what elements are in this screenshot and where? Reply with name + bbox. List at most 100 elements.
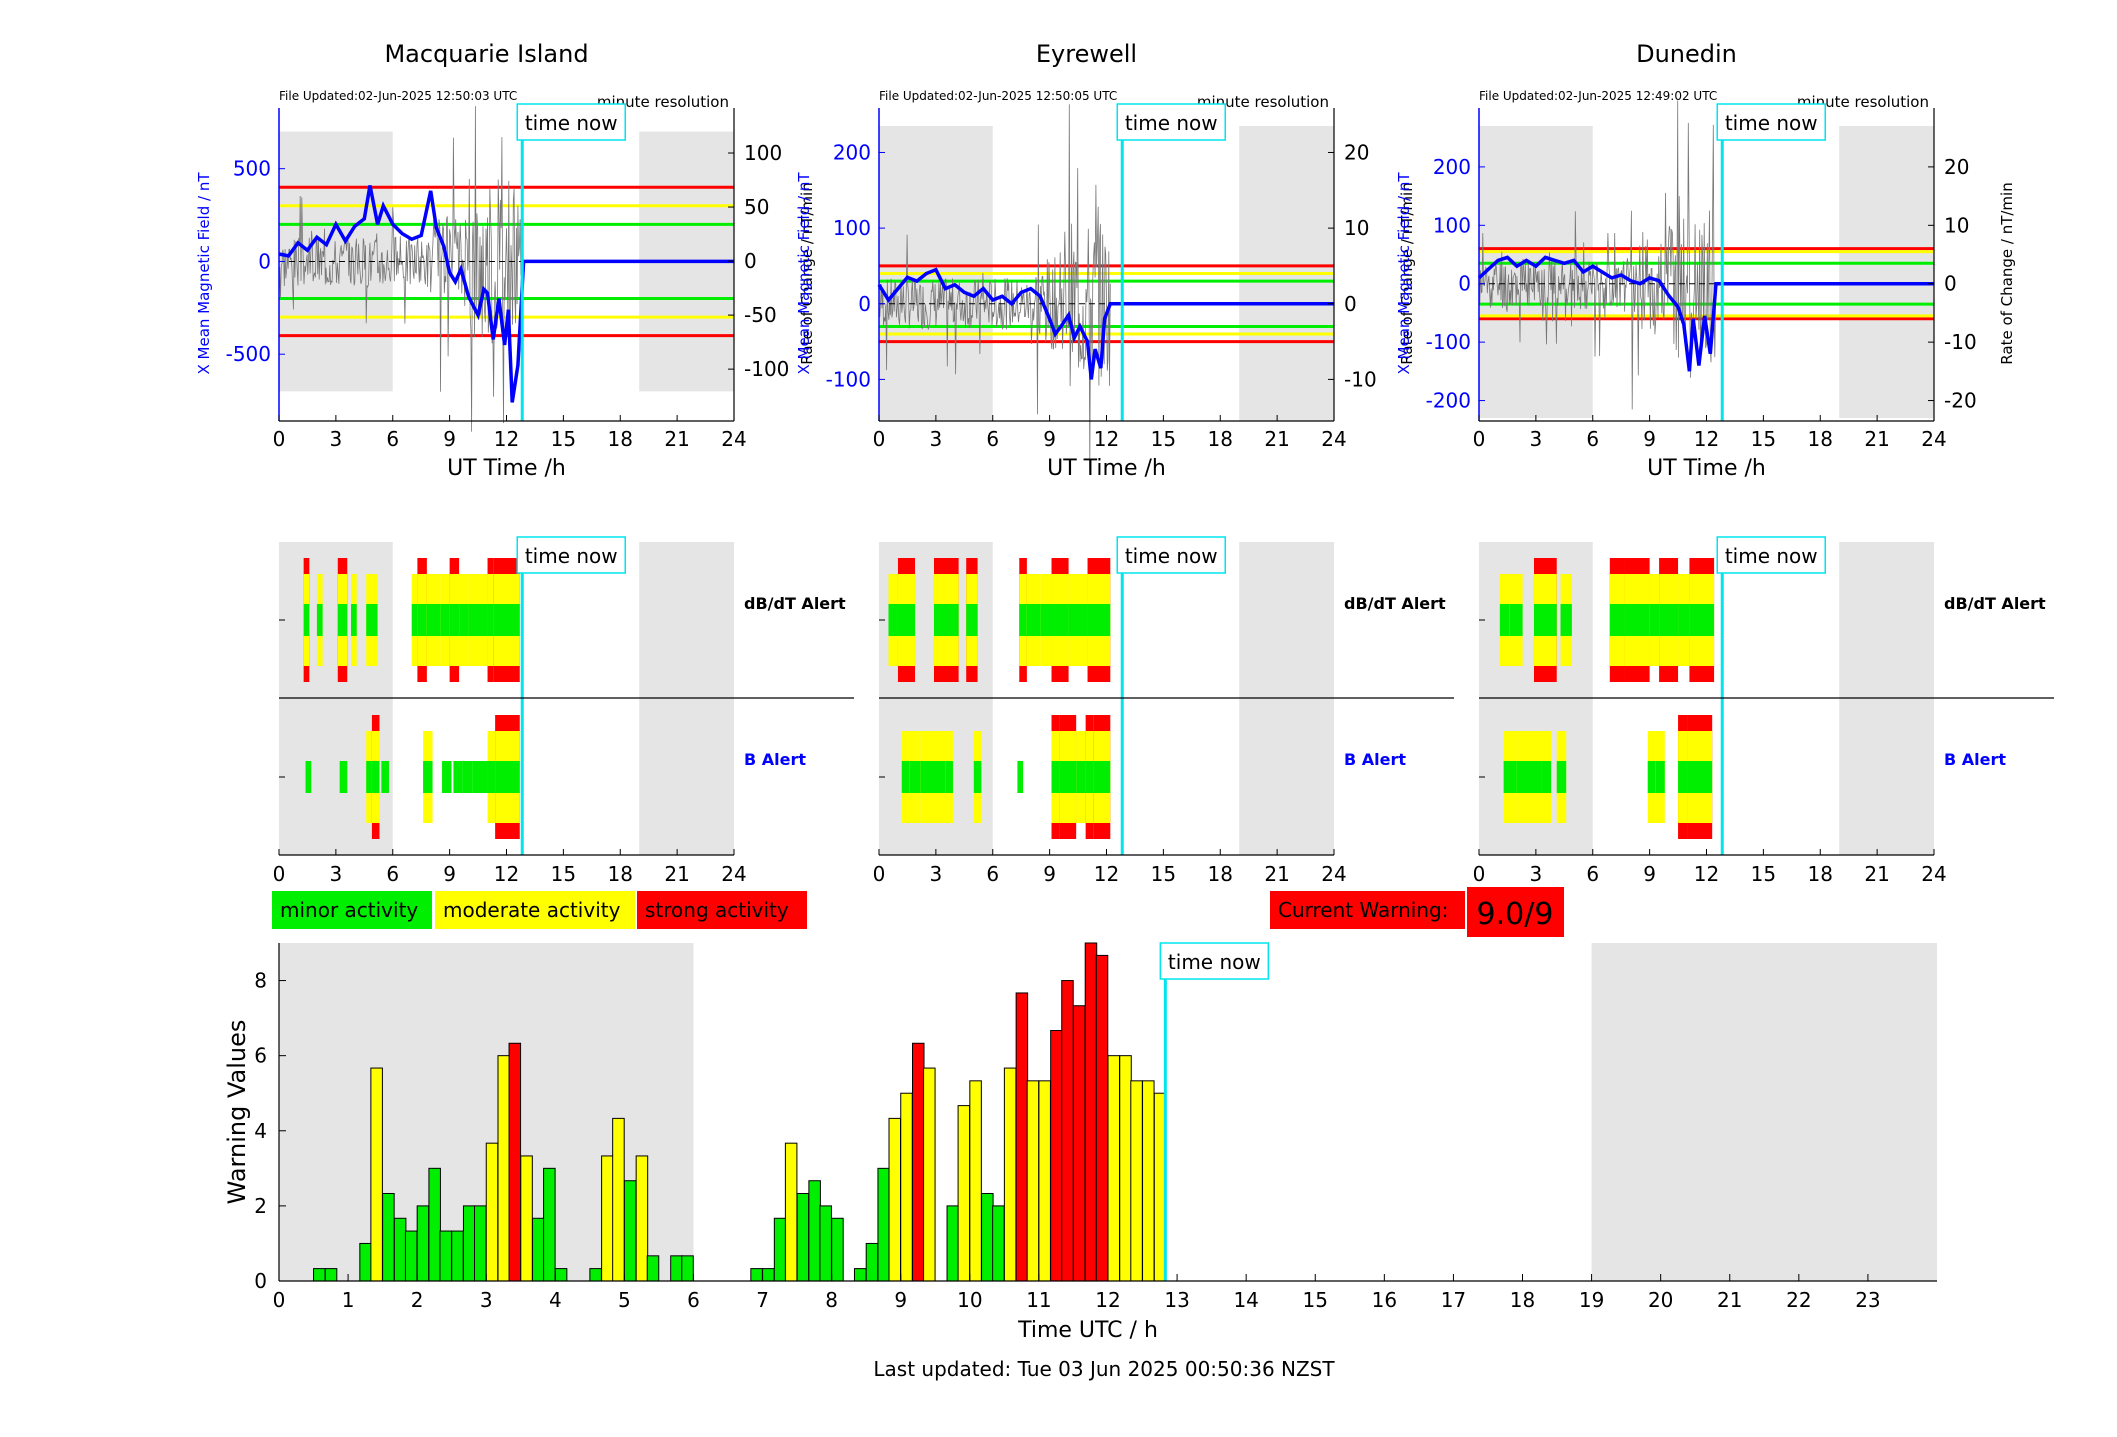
time-now-label: time now: [1725, 111, 1818, 135]
warning-bar: [1072, 1005, 1086, 1282]
current-warning-box: [1270, 891, 1465, 929]
time-now-label: time now: [525, 111, 618, 135]
b-alert-block-minor: [366, 761, 372, 793]
alert-panel-0: time now dB/dT Alert B Alert 0 3 6 9 12 15 18 21 24: [273, 536, 854, 886]
time-tick-label: 0: [1473, 427, 1486, 451]
chart-x-tick-label: 11: [1026, 1288, 1051, 1312]
chart-x-tick-label: 14: [1233, 1288, 1258, 1312]
dbdt-alert-block-minor: [1624, 604, 1650, 636]
b-alert-block-minor: [1687, 761, 1713, 793]
warning-bar: [382, 1192, 395, 1282]
warning-bar: [1026, 1080, 1040, 1282]
chart-x-tick-label: 15: [1303, 1288, 1328, 1312]
right-tick-label: 50: [744, 195, 769, 219]
warning-bar: [819, 1205, 832, 1282]
last-updated: Last updated: Tue 03 Jun 2025 00:50:36 N…: [873, 1357, 1335, 1381]
chart-x-tick-label: 1: [342, 1288, 355, 1312]
b-alert-block-minor: [453, 761, 463, 793]
chart-x-tick-label: 23: [1855, 1288, 1880, 1312]
warning-bar: [957, 1105, 971, 1282]
right-tick-label: 0: [1344, 292, 1357, 316]
field-trace: [1477, 255, 1934, 372]
right-tick-label: 10: [1944, 213, 1969, 237]
warning-bar: [635, 1155, 649, 1282]
warning-bar: [670, 1255, 683, 1282]
chart-x-tick-label: 8: [825, 1288, 838, 1312]
left-tick-label: 0: [1458, 272, 1471, 296]
b-alert-block-minor: [1076, 761, 1086, 793]
warning-bar: [1003, 1067, 1017, 1282]
chart-x-tick-label: 2: [411, 1288, 424, 1312]
alert-time-tick-label: 6: [1586, 862, 1599, 886]
right-ylabel: Rate of Change / nT/min: [1998, 182, 2016, 364]
warning-bar: [762, 1268, 775, 1282]
time-tick-label: 6: [1586, 427, 1599, 451]
right-tick-label: -20: [1944, 389, 1977, 413]
right-tick-label: 0: [744, 249, 757, 273]
left-tick-label: -100: [1426, 330, 1471, 354]
chart-y-tick-label: 0: [254, 1269, 267, 1293]
dbdt-alert-block-minor: [493, 604, 520, 636]
file-updated: File Updated:02-Jun-2025 12:50:05 UTC: [879, 89, 1117, 103]
warning-bar: [393, 1217, 407, 1282]
chart-time-now-box: [1159, 942, 1270, 980]
warning-bar: [1038, 1080, 1051, 1282]
alert-time-tick-label: 18: [608, 862, 633, 886]
warning-bar: [313, 1268, 326, 1282]
right-tick-label: -10: [1944, 330, 1977, 354]
dbdt-alert-block-minor: [1026, 604, 1041, 636]
alert-time-tick-label: 21: [664, 862, 689, 886]
alert-time-tick-label: 21: [1264, 862, 1289, 886]
left-tick-label: -100: [826, 367, 871, 391]
dbdt-alert-block-minor: [1649, 604, 1660, 636]
rate-of-change-trace: [878, 104, 1111, 471]
station-panel-1: Eyrewell File Updated:02-Jun-2025 12:50:0…: [795, 40, 1416, 481]
b-alert-label: B Alert: [1344, 750, 1406, 769]
time-now-box: [1716, 103, 1826, 141]
time-now-box: [516, 103, 626, 141]
dbdt-alert-block-minor: [351, 604, 357, 636]
b-alert-block-minor: [1051, 761, 1060, 793]
alert-time-tick-label: 9: [443, 862, 456, 886]
dbdt-alert-block-minor: [303, 604, 310, 636]
dbdt-alert-label: dB/dT Alert: [1344, 594, 1446, 613]
right-ylabel: Rate of Change / nT/min: [798, 182, 816, 364]
dbdt-alert-block-minor: [316, 604, 323, 636]
left-tick-label: -200: [1426, 389, 1471, 413]
dbdt-alert-block-minor: [933, 604, 959, 636]
chart-x-tick-label: 22: [1786, 1288, 1811, 1312]
dbdt-alert-block-minor: [337, 604, 348, 636]
warning-bar: [1015, 992, 1029, 1282]
warning-bar: [1050, 1030, 1063, 1282]
warning-bar: [1084, 942, 1098, 1282]
legend-moderate-label: moderate activity: [443, 898, 621, 922]
time-tick-label: 0: [273, 427, 286, 451]
warning-bar: [462, 1205, 476, 1282]
legend-strong-swatch: [637, 891, 807, 929]
time-now-label: time now: [1125, 111, 1218, 135]
warning-bar: [784, 1142, 798, 1282]
dbdt-alert-block-minor: [897, 604, 916, 636]
station-panel-0: Macquarie Island File Updated:02-Jun-2025…: [195, 40, 816, 481]
b-alert-block-minor: [487, 761, 496, 793]
b-alert-block-minor: [1017, 761, 1024, 793]
chart-y-tick-label: 6: [254, 1044, 267, 1068]
b-alert-block-minor: [909, 761, 921, 793]
time-tick-label: 9: [1643, 427, 1656, 451]
right-tick-label: 20: [1944, 155, 1969, 179]
alert-time-tick-label: 21: [1864, 862, 1889, 886]
alert-time-tick-label: 18: [1808, 862, 1833, 886]
dbdt-alert-block-minor: [468, 604, 488, 636]
warning-bar: [865, 1242, 879, 1282]
alert-time-tick-label: 0: [273, 862, 286, 886]
alert-time-now-label: time now: [1125, 544, 1218, 568]
warning-bar: [681, 1255, 694, 1282]
legend-moderate-swatch: [435, 891, 635, 929]
warning-bar: [888, 1117, 902, 1282]
left-tick-label: 0: [258, 249, 271, 273]
warning-bar: [1061, 980, 1074, 1282]
warning-bar: [992, 1205, 1005, 1282]
b-alert-block-minor: [1093, 761, 1111, 793]
